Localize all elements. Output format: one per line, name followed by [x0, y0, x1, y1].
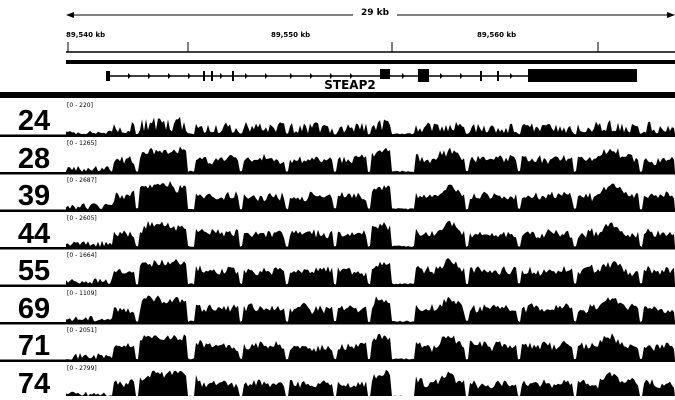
track-separator: [0, 247, 675, 250]
gene-exon: [528, 69, 637, 82]
strand-arrow-icon: [265, 73, 268, 79]
coordinate-ruler: [0, 12, 675, 98]
sample-label: 69: [17, 292, 51, 325]
data-range-label: [0 - 2605]: [67, 214, 97, 222]
strand-arrow-icon: [168, 73, 171, 79]
ruler-tick-label: 89,550 kb: [271, 31, 311, 39]
sample-label: 44: [17, 217, 51, 250]
gene-exon: [203, 71, 205, 81]
span-length-label: 29 kb: [353, 8, 397, 18]
gene-exon: [106, 71, 110, 81]
sample-label: 74: [17, 367, 51, 400]
gene-exon: [211, 71, 213, 81]
track-separator: [0, 284, 675, 287]
strand-arrow-icon: [460, 73, 463, 79]
gene-name-label: STEAP2: [300, 79, 400, 92]
data-range-label: [0 - 2799]: [67, 364, 97, 372]
strand-arrow-icon: [188, 73, 191, 79]
data-range-label: [0 - 2051]: [67, 327, 97, 334]
track-separator: [0, 359, 675, 362]
strand-arrow-icon: [350, 73, 353, 79]
data-range-label: [0 - 1109]: [67, 289, 97, 297]
strand-arrow-icon: [290, 73, 293, 79]
data-range-label: [0 - 1265]: [67, 139, 97, 147]
sample-label: 71: [17, 330, 51, 362]
track-separator: [0, 209, 675, 212]
strand-arrow-icon: [440, 73, 443, 79]
gene-exon: [232, 71, 234, 81]
coverage-signal: [66, 181, 675, 210]
strand-arrow-icon: [510, 73, 513, 79]
gene-exon: [380, 69, 390, 82]
gene-exon: [480, 71, 482, 81]
coverage-signal: [66, 258, 675, 285]
coverage-signal: [66, 295, 675, 322]
strand-arrow-icon: [310, 73, 313, 79]
gene-track-bottom-bar: [0, 92, 675, 98]
track-separator: [0, 172, 675, 175]
ruler-tick-label: 89,560 kb: [477, 31, 517, 39]
sample-label: 28: [17, 142, 51, 175]
gene-track-separator: [66, 60, 675, 64]
span-arrow-left: [66, 12, 74, 18]
track-separator: [0, 134, 675, 137]
strand-arrow-icon: [245, 73, 248, 79]
strand-arrow-icon: [148, 73, 151, 79]
sample-label: 55: [17, 255, 51, 287]
span-arrow-right: [667, 12, 675, 18]
ruler-tick-label: 89,540 kb: [66, 31, 106, 39]
track-separator: [0, 322, 675, 325]
coverage-signal: [66, 220, 675, 247]
data-range-label: [0 - 220]: [67, 102, 93, 109]
gene-exon: [418, 69, 429, 82]
coverage-signal: [66, 333, 675, 360]
strand-arrow-icon: [330, 73, 333, 79]
data-range-label: [0 - 1664]: [67, 252, 97, 259]
strand-arrow-icon: [128, 73, 131, 79]
data-range-label: [0 - 2687]: [67, 177, 97, 184]
strand-arrow-icon: [402, 73, 405, 79]
gene-exon: [497, 71, 499, 81]
sample-label: 24: [17, 105, 51, 137]
coverage-signal: [66, 369, 675, 396]
strand-arrow-icon: [220, 73, 223, 79]
sample-label: 39: [17, 180, 51, 212]
coverage-signal: [66, 146, 675, 172]
coverage-signal: [66, 116, 675, 135]
